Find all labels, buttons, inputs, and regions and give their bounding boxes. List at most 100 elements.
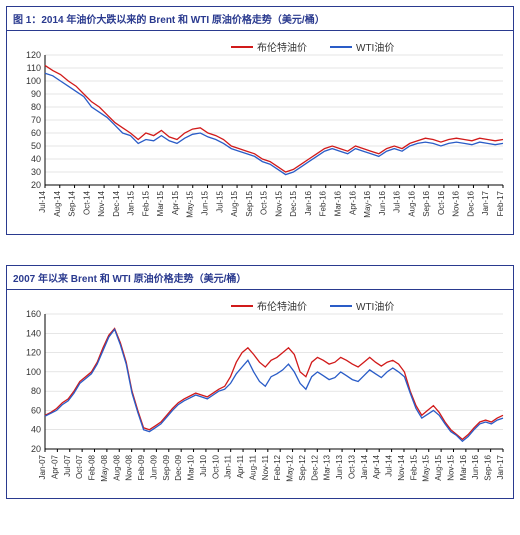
x-tick-label: Aug-15 bbox=[434, 454, 443, 480]
x-tick-label: Jan-07 bbox=[38, 454, 47, 479]
x-tick-label: Nov-14 bbox=[397, 454, 406, 480]
x-tick-label: Mar-10 bbox=[187, 454, 196, 480]
x-tick-label: Apr-11 bbox=[236, 454, 245, 478]
x-tick-label: Apr-15 bbox=[171, 190, 180, 215]
y-tick-label: 110 bbox=[27, 63, 41, 73]
series-line-1 bbox=[45, 73, 503, 174]
x-tick-label: Sep-09 bbox=[162, 454, 171, 480]
x-tick-label: Oct-14 bbox=[82, 190, 91, 215]
y-tick-label: 140 bbox=[26, 328, 41, 338]
x-tick-label: Dec-14 bbox=[112, 190, 121, 216]
x-tick-label: Jul-15 bbox=[215, 190, 224, 212]
series-line-0 bbox=[45, 65, 503, 172]
legend-label: WTI油价 bbox=[356, 300, 394, 313]
y-tick-label: 20 bbox=[31, 180, 41, 190]
x-tick-label: Jun-16 bbox=[378, 190, 387, 215]
chart-body: 2030405060708090100110120Jul-14Aug-14Sep… bbox=[7, 31, 513, 234]
y-tick-label: 40 bbox=[31, 425, 41, 435]
legend-label: 布伦特油价 bbox=[257, 300, 307, 313]
y-tick-label: 120 bbox=[26, 348, 41, 358]
x-tick-label: Aug-15 bbox=[230, 190, 239, 216]
y-tick-label: 80 bbox=[31, 102, 41, 112]
x-tick-label: Jul-16 bbox=[393, 190, 402, 212]
legend-label: 布伦特油价 bbox=[257, 41, 307, 54]
y-tick-label: 40 bbox=[31, 154, 41, 164]
x-tick-label: Feb-12 bbox=[273, 454, 282, 480]
x-tick-label: Nov-15 bbox=[446, 454, 455, 480]
x-tick-label: Dec-12 bbox=[310, 454, 319, 480]
x-tick-label: Sep-15 bbox=[245, 190, 254, 216]
y-tick-label: 30 bbox=[31, 167, 41, 177]
x-tick-label: Mar-13 bbox=[323, 454, 332, 480]
chart-body: 20406080100120140160Jan-07Apr-07Jul-07Oc… bbox=[7, 290, 513, 498]
y-tick-label: 120 bbox=[26, 50, 41, 60]
x-tick-label: May-15 bbox=[422, 454, 431, 481]
x-tick-label: Feb-08 bbox=[88, 454, 97, 480]
x-tick-label: Aug-14 bbox=[53, 190, 62, 216]
x-tick-label: Jul-14 bbox=[385, 454, 394, 476]
chart-svg: 20406080100120140160Jan-07Apr-07Jul-07Oc… bbox=[11, 296, 511, 496]
x-tick-label: Nov-14 bbox=[97, 190, 106, 216]
y-tick-label: 100 bbox=[26, 76, 41, 86]
x-tick-label: Jan-15 bbox=[127, 190, 136, 215]
y-tick-label: 70 bbox=[31, 115, 41, 125]
x-tick-label: May-15 bbox=[186, 190, 195, 217]
x-tick-label: Jan-17 bbox=[496, 454, 505, 479]
y-tick-label: 50 bbox=[31, 141, 41, 151]
x-tick-label: Dec-16 bbox=[466, 190, 475, 216]
x-tick-label: Jan-14 bbox=[360, 454, 369, 479]
x-tick-label: Oct-13 bbox=[347, 454, 356, 479]
x-tick-label: Feb-15 bbox=[141, 190, 150, 216]
x-tick-label: Feb-15 bbox=[409, 454, 418, 480]
x-tick-label: Jan-11 bbox=[224, 454, 233, 478]
x-tick-label: Oct-07 bbox=[75, 454, 84, 479]
series-line-1 bbox=[45, 329, 503, 441]
x-tick-label: May-08 bbox=[100, 454, 109, 481]
x-tick-label: Apr-07 bbox=[50, 454, 59, 479]
x-tick-label: Feb-09 bbox=[137, 454, 146, 480]
chart-block: 2007 年以来 Brent 和 WTI 原油价格走势（美元/桶） 20 40 60 8… bbox=[6, 265, 514, 499]
x-tick-label: Jul-14 bbox=[38, 190, 47, 212]
y-tick-label: 160 bbox=[26, 309, 41, 319]
x-tick-label: Oct-16 bbox=[437, 190, 446, 215]
y-tick-label: 20 bbox=[31, 444, 41, 454]
x-tick-label: Jul-10 bbox=[199, 454, 208, 476]
x-tick-label: Jun-13 bbox=[335, 454, 344, 479]
x-tick-label: Nov-16 bbox=[452, 190, 461, 216]
x-tick-label: Apr-14 bbox=[372, 454, 381, 479]
x-tick-label: Jan-16 bbox=[304, 190, 313, 215]
x-tick-label: Dec-15 bbox=[289, 190, 298, 216]
x-tick-label: May-16 bbox=[363, 190, 372, 217]
x-tick-label: Nov-15 bbox=[274, 190, 283, 216]
x-tick-label: Aug-11 bbox=[248, 454, 257, 480]
x-tick-label: Mar-16 bbox=[333, 190, 342, 216]
series-line-0 bbox=[45, 329, 503, 440]
x-tick-label: Jun-15 bbox=[201, 190, 210, 215]
x-tick-label: Jan-17 bbox=[481, 190, 490, 215]
x-tick-label: Apr-16 bbox=[348, 190, 357, 215]
y-tick-label: 60 bbox=[31, 128, 41, 138]
y-tick-label: 80 bbox=[31, 386, 41, 396]
x-tick-label: Sep-12 bbox=[298, 454, 307, 480]
x-tick-label: Nov-08 bbox=[125, 454, 134, 480]
x-tick-label: Sep-16 bbox=[422, 190, 431, 216]
y-tick-label: 60 bbox=[31, 405, 41, 415]
x-tick-label: Jul-07 bbox=[63, 454, 72, 476]
x-tick-label: Feb-16 bbox=[319, 190, 328, 216]
x-tick-label: Mar-15 bbox=[156, 190, 165, 216]
x-tick-label: Dec-09 bbox=[174, 454, 183, 480]
x-tick-label: Sep-14 bbox=[68, 190, 77, 216]
chart-block: 图 1：2014 年油价大跌以来的 Brent 和 WTI 原油价格走势（美元/… bbox=[6, 6, 514, 235]
chart-title: 2007 年以来 Brent 和 WTI 原油价格走势（美元/桶） bbox=[7, 266, 513, 290]
legend-label: WTI油价 bbox=[356, 41, 394, 54]
x-tick-label: Jun-09 bbox=[149, 454, 158, 479]
x-tick-label: Oct-10 bbox=[211, 454, 220, 479]
x-tick-label: Aug-16 bbox=[407, 190, 416, 216]
x-tick-label: Oct-15 bbox=[260, 190, 269, 215]
x-tick-label: May-12 bbox=[286, 454, 295, 481]
x-tick-label: Nov-11 bbox=[261, 454, 270, 480]
x-tick-label: Sep-16 bbox=[484, 454, 493, 480]
y-tick-label: 100 bbox=[26, 367, 41, 377]
x-tick-label: Mar-16 bbox=[459, 454, 468, 480]
chart-svg: 2030405060708090100110120Jul-14Aug-14Sep… bbox=[11, 37, 511, 232]
